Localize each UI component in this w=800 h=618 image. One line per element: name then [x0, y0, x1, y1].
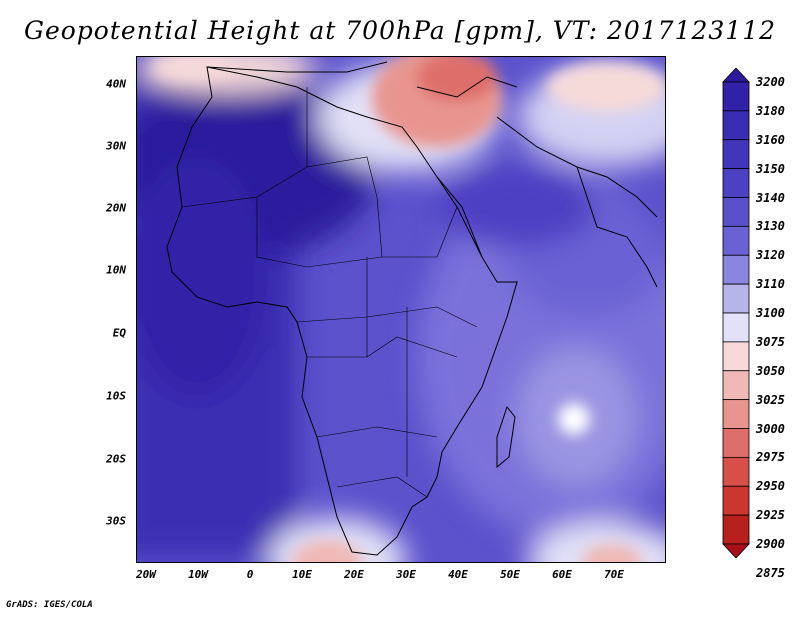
colorbar-level-label: 3200	[756, 75, 785, 89]
colorbar-level-label: 3120	[756, 248, 785, 263]
longitude-label: 50E	[500, 568, 520, 581]
coastline-outline	[166, 61, 658, 556]
map-panel	[136, 56, 666, 563]
colorbar-level-label: 3130	[756, 219, 785, 234]
colorbar-swatch	[722, 283, 750, 314]
colorbar-swatch	[722, 312, 750, 343]
longitude-label: 60E	[552, 568, 572, 581]
latitude-label: 10S	[106, 389, 126, 403]
country-borders	[181, 87, 478, 498]
colorbar-swatch	[722, 456, 750, 487]
colorbar-level-label: 2950	[756, 479, 785, 494]
colorbar-swatch	[722, 428, 750, 458]
colorbar-swatch	[722, 254, 750, 285]
colorbar-legend	[722, 68, 750, 558]
latitude-label: 10N	[106, 263, 126, 277]
latitude-label: 40N	[106, 77, 126, 91]
colorbar-swatch	[722, 81, 750, 112]
longitude-label: 30E	[396, 568, 416, 581]
colorbar-swatch	[722, 225, 750, 256]
colorbar-swatch	[722, 197, 750, 227]
colorbar-level-label: 3050	[756, 363, 785, 378]
colorbar-level-label: 2875	[756, 565, 785, 580]
colorbar-level-label: 3100	[756, 306, 785, 320]
colorbar-swatch	[722, 168, 750, 198]
colorbar-swatch	[722, 139, 750, 170]
colorbar-level-label: 3150	[756, 161, 785, 176]
colorbar-swatch	[722, 110, 750, 141]
colorbar-level-label: 3075	[756, 334, 785, 349]
latitude-label: 20N	[106, 201, 126, 215]
colorbar-top-arrow	[722, 68, 750, 83]
colorbar-level-label: 3000	[756, 421, 785, 436]
longitude-label: 0	[246, 568, 254, 581]
colorbar-swatch	[722, 370, 750, 401]
colorbar-level-label: 2925	[756, 508, 785, 523]
colorbar-level-label: 3140	[756, 190, 785, 205]
latitude-label: 30S	[106, 514, 126, 528]
colorbar-level-label: 3160	[756, 132, 785, 147]
colorbar-level-label: 2975	[756, 450, 785, 465]
longitude-label: 20E	[344, 568, 364, 581]
latitude-label: EQ	[112, 326, 126, 340]
colorbar-level-label: 3180	[756, 103, 785, 118]
longitude-label: 10W	[188, 568, 208, 581]
longitude-label: 70E	[604, 568, 624, 581]
colorbar-bottom-arrow	[722, 543, 750, 558]
grads-credit: GrADS: IGES/COLA	[6, 600, 93, 610]
longitude-label: 20W	[136, 568, 156, 581]
colorbar-swatch	[722, 514, 750, 545]
colorbar-swatch	[722, 341, 750, 372]
colorbar-swatch	[722, 485, 750, 516]
longitude-label: 40E	[448, 568, 468, 581]
map-title: Geopotential Height at 700hPa [gpm], VT:…	[23, 16, 777, 45]
latitude-label: 20S	[106, 452, 126, 466]
colorbar-level-label: 3110	[756, 277, 785, 292]
colorbar-swatch	[722, 399, 750, 429]
latitude-label: 30N	[106, 139, 126, 153]
colorbar-level-label: 2900	[756, 537, 785, 551]
colorbar-level-label: 3025	[756, 392, 785, 407]
longitude-label: 10E	[292, 568, 312, 581]
geopotential-height-field	[137, 57, 665, 562]
